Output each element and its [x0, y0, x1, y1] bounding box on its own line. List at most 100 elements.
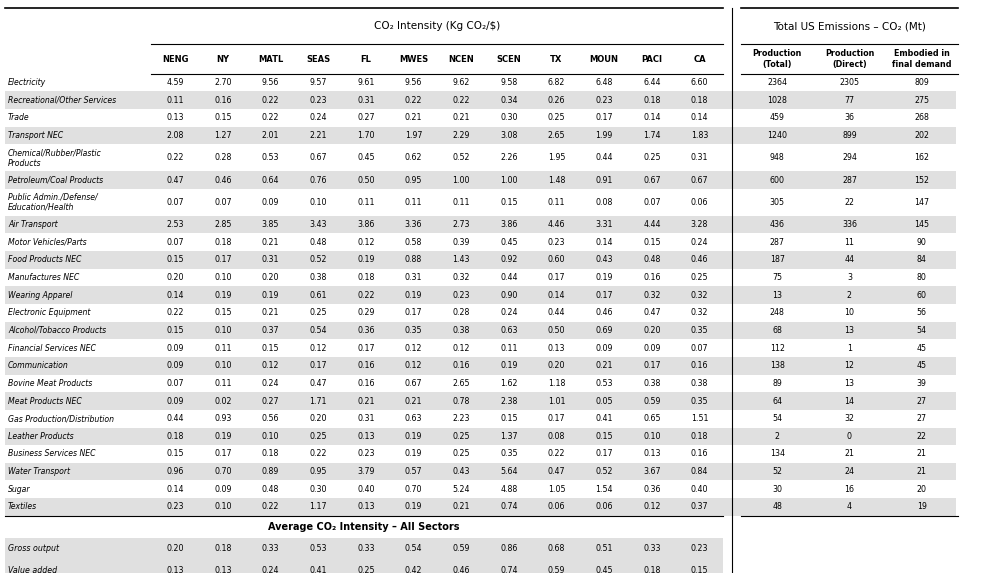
- Text: 14: 14: [845, 397, 854, 406]
- Text: 0.06: 0.06: [690, 198, 708, 207]
- Text: 0.12: 0.12: [357, 238, 375, 246]
- Text: 0.35: 0.35: [405, 326, 422, 335]
- Text: Gross output: Gross output: [8, 544, 59, 554]
- Text: Total US Emissions – CO₂ (Mt): Total US Emissions – CO₂ (Mt): [773, 21, 926, 31]
- Text: 0.22: 0.22: [262, 503, 279, 512]
- Text: Food Products NEC: Food Products NEC: [8, 255, 81, 264]
- Text: 0.19: 0.19: [405, 291, 422, 300]
- Text: 48: 48: [772, 503, 782, 512]
- Text: 2.01: 2.01: [262, 131, 279, 140]
- Text: 4.88: 4.88: [500, 485, 517, 494]
- Text: 0.31: 0.31: [357, 96, 375, 105]
- Text: Electricity: Electricity: [8, 78, 46, 87]
- Text: 0.18: 0.18: [262, 449, 279, 458]
- Text: 0.47: 0.47: [310, 379, 327, 388]
- Text: Manufactures NEC: Manufactures NEC: [8, 273, 79, 282]
- Text: 32: 32: [845, 414, 854, 423]
- Text: Gas Production/Distribution: Gas Production/Distribution: [8, 414, 114, 423]
- Text: 0.33: 0.33: [643, 544, 661, 554]
- Text: 1.18: 1.18: [548, 379, 565, 388]
- Text: 2.53: 2.53: [166, 220, 184, 229]
- Text: 0.95: 0.95: [310, 467, 326, 476]
- Text: 0.17: 0.17: [548, 273, 566, 282]
- Text: 0.32: 0.32: [643, 291, 661, 300]
- Text: 16: 16: [845, 485, 854, 494]
- Text: 0.21: 0.21: [405, 397, 422, 406]
- Text: 1.51: 1.51: [690, 414, 708, 423]
- Text: 0.78: 0.78: [453, 397, 470, 406]
- Text: 1.74: 1.74: [643, 131, 661, 140]
- Text: 0.44: 0.44: [595, 154, 613, 162]
- Text: 0.23: 0.23: [310, 96, 327, 105]
- Text: Wearing Apparel: Wearing Apparel: [8, 291, 72, 300]
- Text: 0.09: 0.09: [215, 485, 231, 494]
- Text: 0.38: 0.38: [310, 273, 326, 282]
- Text: CO₂ Intensity (Kg CO₂/$): CO₂ Intensity (Kg CO₂/$): [374, 21, 500, 31]
- Text: FL: FL: [360, 54, 371, 64]
- Text: 1.70: 1.70: [357, 131, 375, 140]
- Text: 44: 44: [845, 255, 854, 264]
- Bar: [5, 375, 955, 392]
- Text: 0.22: 0.22: [166, 308, 184, 317]
- Text: 0.10: 0.10: [214, 503, 231, 512]
- Text: 45: 45: [917, 361, 927, 370]
- Text: 0.18: 0.18: [643, 566, 661, 573]
- Bar: [5, 233, 955, 251]
- Text: 90: 90: [917, 238, 927, 246]
- Text: 1.43: 1.43: [452, 255, 470, 264]
- Text: 0.17: 0.17: [405, 308, 422, 317]
- Text: Communication: Communication: [8, 361, 68, 370]
- Text: 3.08: 3.08: [500, 131, 517, 140]
- Text: 0.50: 0.50: [357, 175, 375, 185]
- Text: 1.17: 1.17: [310, 503, 327, 512]
- Text: 6.48: 6.48: [595, 78, 613, 87]
- Text: 0.63: 0.63: [500, 326, 517, 335]
- Text: 56: 56: [917, 308, 927, 317]
- Text: 0.37: 0.37: [262, 326, 279, 335]
- Text: 0.19: 0.19: [405, 503, 422, 512]
- Bar: [5, 357, 955, 375]
- Text: 4.59: 4.59: [166, 78, 184, 87]
- Text: 0.10: 0.10: [310, 198, 327, 207]
- Text: 9.57: 9.57: [310, 78, 326, 87]
- Text: 0.38: 0.38: [453, 326, 470, 335]
- Text: 36: 36: [845, 113, 854, 123]
- Text: SEAS: SEAS: [307, 54, 330, 64]
- Text: 2305: 2305: [840, 78, 859, 87]
- Bar: [5, 392, 955, 410]
- Text: 13: 13: [845, 326, 854, 335]
- Text: 0.22: 0.22: [405, 96, 422, 105]
- Text: 0.10: 0.10: [643, 432, 661, 441]
- Text: 0.17: 0.17: [595, 113, 613, 123]
- Text: 0.09: 0.09: [166, 344, 184, 352]
- Text: 1.01: 1.01: [548, 397, 566, 406]
- Bar: [5, 127, 955, 144]
- Text: 0.45: 0.45: [595, 566, 613, 573]
- Text: 0.44: 0.44: [548, 308, 566, 317]
- Text: 600: 600: [769, 175, 784, 185]
- Text: 6.44: 6.44: [643, 78, 661, 87]
- Text: 1.54: 1.54: [595, 485, 613, 494]
- Text: Motor Vehicles/Parts: Motor Vehicles/Parts: [8, 238, 86, 246]
- Bar: [5, 109, 955, 127]
- Text: 0.60: 0.60: [548, 255, 566, 264]
- Text: 27: 27: [917, 397, 927, 406]
- Text: 2.21: 2.21: [310, 131, 327, 140]
- Text: 0.21: 0.21: [452, 503, 470, 512]
- Text: 2364: 2364: [767, 78, 787, 87]
- Bar: [5, 410, 955, 427]
- Text: 336: 336: [842, 220, 856, 229]
- Text: 0.48: 0.48: [262, 485, 279, 494]
- Text: TX: TX: [550, 54, 563, 64]
- Text: 0.32: 0.32: [452, 273, 470, 282]
- Text: 21: 21: [917, 467, 927, 476]
- Text: 0.21: 0.21: [262, 238, 279, 246]
- Text: 0.24: 0.24: [262, 566, 279, 573]
- Text: 0.21: 0.21: [405, 113, 422, 123]
- Text: 0.43: 0.43: [452, 467, 470, 476]
- Text: 1.00: 1.00: [452, 175, 470, 185]
- Text: 0.25: 0.25: [310, 308, 327, 317]
- Text: 0.35: 0.35: [500, 449, 517, 458]
- Text: 0.15: 0.15: [595, 432, 613, 441]
- Text: 0.88: 0.88: [405, 255, 422, 264]
